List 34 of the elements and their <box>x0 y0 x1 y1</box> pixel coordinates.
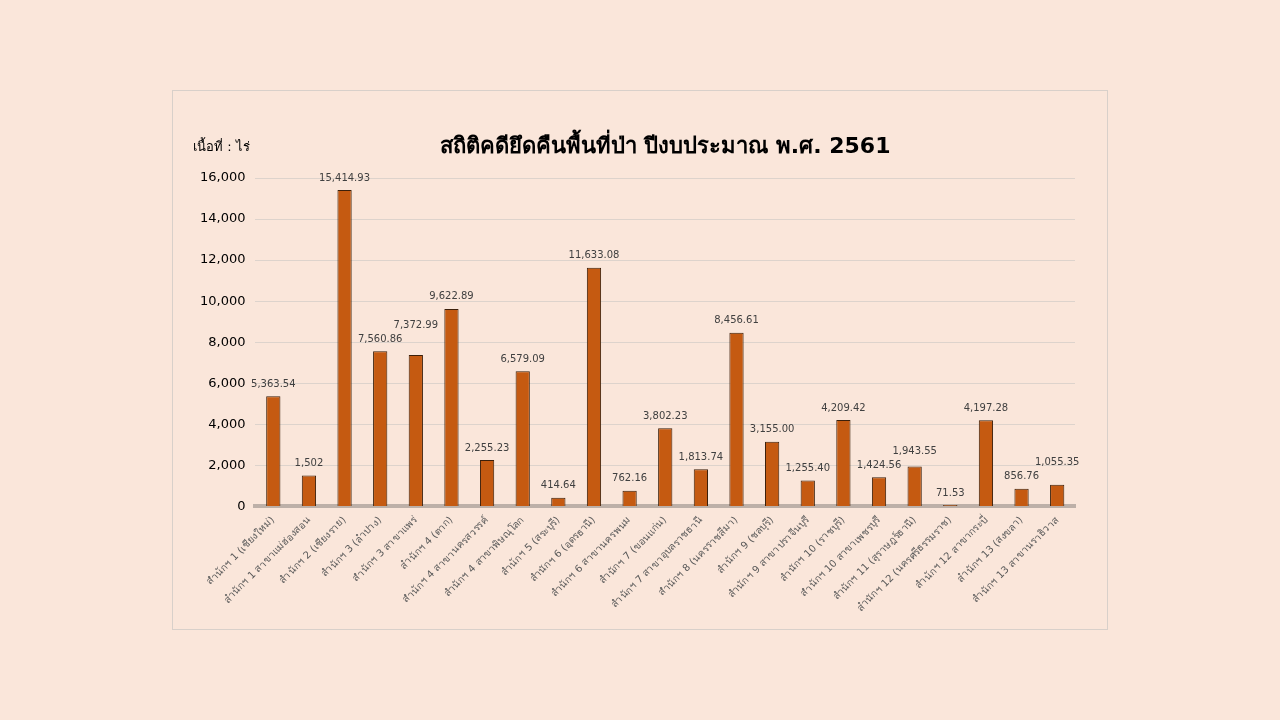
y-tick-label: 14,000 <box>199 210 246 226</box>
data-label: 3,155.00 <box>749 423 795 435</box>
y-tick-label: 10,000 <box>199 292 246 308</box>
y-tick-label: 6,000 <box>208 374 246 390</box>
data-label: 15,414.93 <box>319 171 371 183</box>
data-label: 1,813.74 <box>678 450 724 462</box>
data-label: 1,502 <box>294 457 324 469</box>
data-label: 1,255.40 <box>785 462 831 474</box>
data-label: 762.16 <box>612 472 648 484</box>
data-label: 6,579.09 <box>500 352 545 364</box>
data-label: 2,255.23 <box>464 441 510 453</box>
data-label: 3,802.23 <box>642 409 688 421</box>
data-label: 4,197.28 <box>963 401 1009 413</box>
chart-title: สถิติคดียึดคืนพื้นที่ป่า ปีงบประมาณ พ.ศ. 2561 <box>439 128 891 160</box>
data-label: 4,209.42 <box>821 401 866 413</box>
data-label: 71.53 <box>935 486 965 498</box>
data-label: 1,943.55 <box>892 444 937 456</box>
data-label: 5,363.54 <box>251 377 296 389</box>
y-tick-label: 0 <box>237 497 246 513</box>
y-tick-label: 16,000 <box>199 169 246 185</box>
y-tick-label: 8,000 <box>208 333 246 349</box>
data-label: 7,560.86 <box>357 332 403 344</box>
data-label: 7,372.99 <box>393 318 439 330</box>
data-label: 856.76 <box>1004 470 1040 482</box>
y-axis-title: เนื้อที่ : ไร่ <box>193 136 250 156</box>
data-label: 11,633.08 <box>568 249 620 261</box>
data-label: 8,456.61 <box>714 314 759 326</box>
data-label: 414.64 <box>540 479 576 491</box>
y-tick-label: 4,000 <box>208 415 246 431</box>
data-label: 1,055.35 <box>1034 456 1080 468</box>
y-tick-label: 2,000 <box>208 456 246 472</box>
y-tick-label: 12,000 <box>199 251 246 267</box>
data-label: 9,622.89 <box>429 290 474 302</box>
data-label: 1,424.56 <box>856 458 902 470</box>
